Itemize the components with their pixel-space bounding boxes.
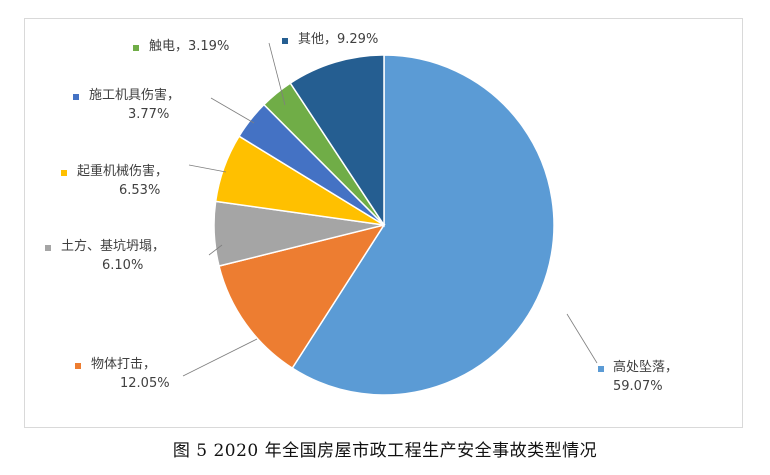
leader-line [566,313,598,364]
slice-label: 起重机械伤害， [77,163,168,179]
pie-slice [218,223,386,370]
figure-caption: 图 5 2020 年全国房屋市政工程生产安全事故类型情况 [172,441,598,461]
slice-value-label: 3.77% [128,107,169,122]
slice-value-label: 6.10% [102,258,143,273]
legend-marker [45,245,51,251]
leader-line [208,244,223,256]
pie-slice [291,54,555,396]
slice-label: 物体打击， [91,357,156,372]
leader-line [268,42,286,106]
slice-value-label: 12.05% [120,376,170,391]
leader-line [182,338,258,377]
slice-label: 触电，3.19% [149,39,229,54]
pie-chart: 高处坠落， 59.07% 物体打击， 12.05% 土方、基坑坍塌， 6.10% 起重机械伤… [45,32,678,396]
slice-label: 高处坠落， [613,359,678,375]
slice-label: 其他，9.29% [298,32,378,47]
slice-value-label: 6.53% [119,183,160,198]
slice-label: 土方、基坑坍塌， [61,238,165,254]
leader-line [188,164,227,173]
legend-marker [282,38,288,44]
legend-marker [75,363,81,369]
pie-slice [289,54,385,228]
legend-marker [73,94,79,100]
legend-marker [598,366,604,372]
leader-line [210,97,255,124]
legend-marker [133,45,139,51]
slice-value-label: 59.07% [613,379,663,394]
legend-marker [61,170,67,176]
slice-label: 施工机具伤害， [89,87,180,103]
chart-frame: 高处坠落， 59.07% 物体打击， 12.05% 土方、基坑坍塌， 6.10% 起重机械伤… [24,18,743,428]
